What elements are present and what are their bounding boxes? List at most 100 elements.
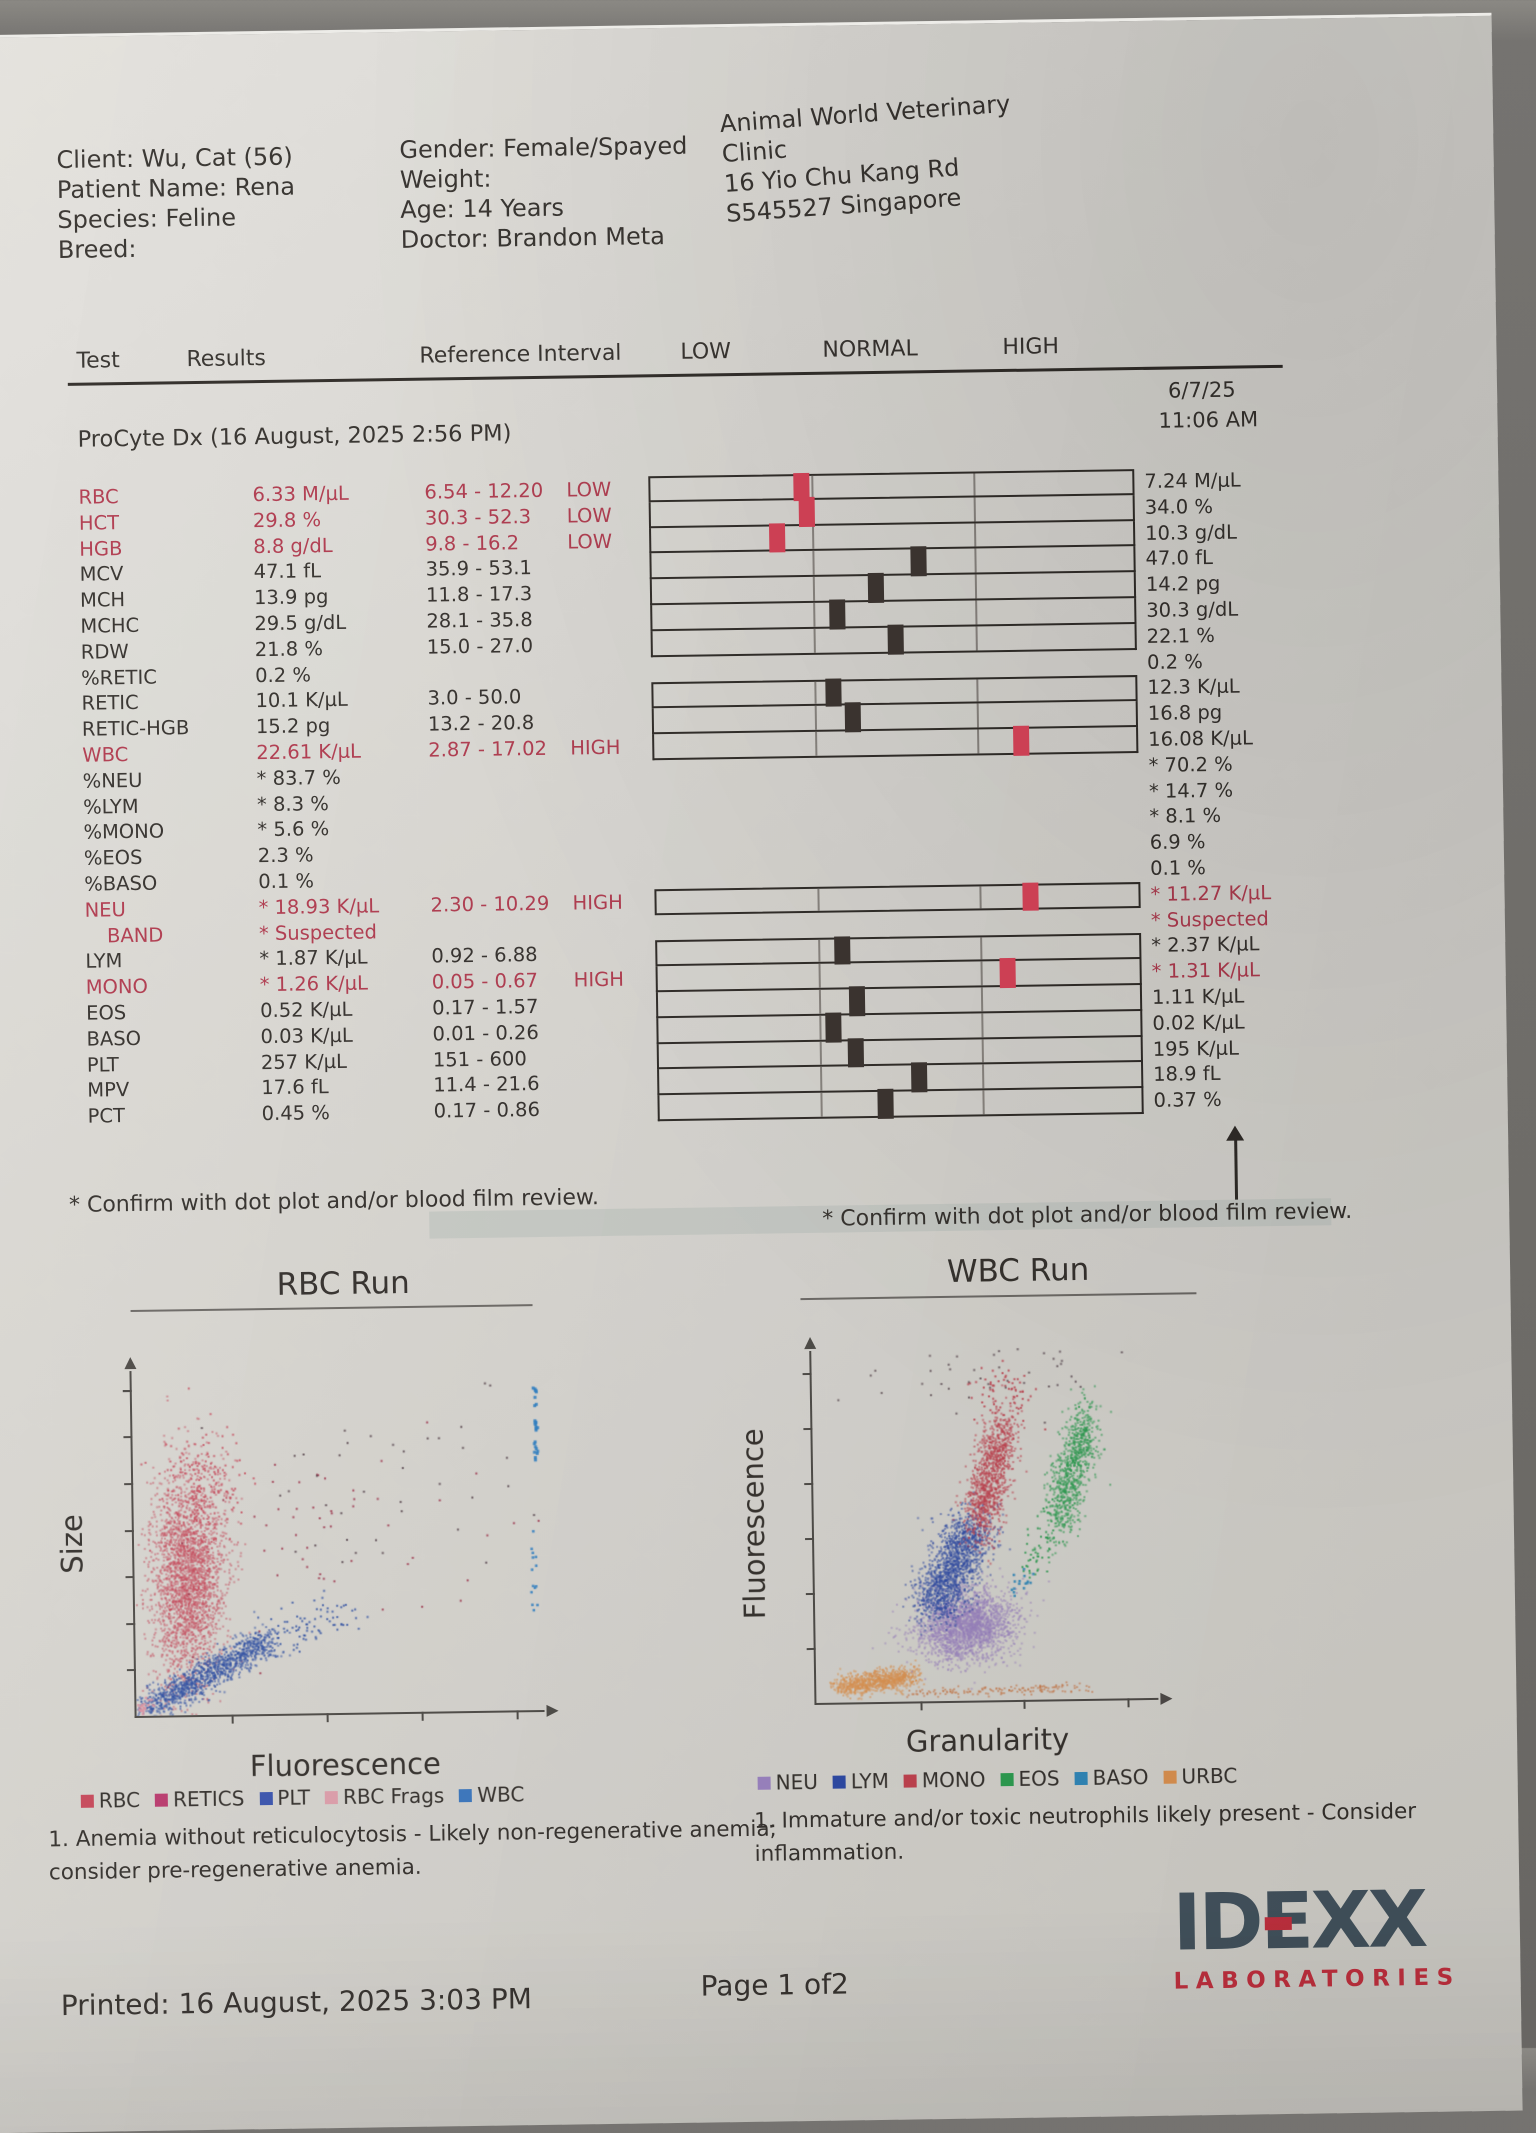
legend-swatch-icon (757, 1776, 771, 1790)
range-divider (973, 497, 976, 522)
test-name: RBC (78, 485, 119, 509)
result-value: * Suspected (258, 919, 378, 945)
test-name: RDW (80, 639, 129, 664)
col-test: Test (76, 348, 120, 374)
result-marker (825, 678, 842, 707)
axis-tick (805, 1592, 815, 1596)
patient-info-line: Client: Wu, Cat (56) (56, 142, 293, 175)
axis-tick (124, 1482, 134, 1486)
report-page: Client: Wu, Cat (56) Patient Name: Rena Sp… (0, 12, 1523, 2133)
result-value: 21.8 % (254, 636, 324, 661)
axis-tick (125, 1576, 135, 1579)
patient-info-line: Age: 14 Years (400, 193, 565, 224)
flag-label: LOW (567, 529, 613, 554)
legend-swatch-icon (903, 1773, 917, 1788)
result-marker (798, 496, 815, 527)
previous-value: * 70.2 % (1148, 752, 1233, 777)
wbc-title-underline (800, 1292, 1197, 1301)
range-divider (815, 731, 818, 756)
reference-interval: 0.17 - 1.57 (431, 994, 539, 1020)
test-name: MPV (87, 1078, 130, 1103)
wbc-legend: NEU LYM MONO EOS BASO URBC (757, 1764, 1237, 1795)
flag-label: HIGH (570, 735, 621, 760)
patient-info-line: Weight: (399, 164, 492, 194)
test-name: HGB (79, 536, 123, 561)
range-divider (975, 626, 978, 651)
previous-value: 14.2 pg (1145, 572, 1221, 597)
range-divider (980, 937, 983, 960)
test-name: %NEU (82, 768, 143, 793)
result-value: 0.52 K/µL (259, 997, 353, 1023)
range-divider (980, 961, 983, 986)
result-value: * 18.93 K/µL (258, 894, 380, 919)
test-name: PCT (87, 1104, 126, 1128)
result-value: 2.3 % (257, 843, 314, 868)
result-marker (1022, 882, 1039, 911)
rbc-comment: 1. Anemia without reticulocytosis - Like… (48, 1813, 777, 1890)
result-value: 47.1 fL (253, 559, 322, 584)
range-divider (819, 1015, 822, 1040)
result-marker (999, 958, 1016, 989)
previous-run-time: 11:06 AM (1158, 407, 1259, 433)
range-divider (974, 548, 977, 573)
test-name: RETIC-HGB (81, 716, 190, 741)
test-name: %MONO (83, 819, 165, 845)
result-marker (833, 936, 851, 965)
range-divider (981, 1013, 984, 1037)
legend-label: BASO (1092, 1765, 1149, 1790)
reference-interval: 0.05 - 0.67 (431, 969, 539, 994)
reference-interval: 9.8 - 16.2 (425, 530, 520, 556)
range-divider (973, 523, 977, 547)
previous-value: * Suspected (1150, 906, 1270, 932)
previous-value: 1.11 K/µL (1151, 984, 1245, 1009)
flag-label: HIGH (573, 967, 625, 992)
result-value: 13.9 pg (253, 585, 329, 610)
legend-item: URBC (1163, 1764, 1237, 1789)
test-name: WBC (82, 743, 129, 767)
axis-tick (123, 1436, 133, 1439)
axis-tick (804, 1482, 814, 1486)
reference-interval: 2.87 - 17.02 (428, 736, 548, 762)
legend-item: PLT (259, 1785, 310, 1810)
x-axis-arrow-icon (546, 1705, 559, 1718)
axis-tick (231, 1714, 234, 1724)
rbc-legend: RBC RETICS PLT RBC Frags WBC (80, 1782, 525, 1813)
page-number: Page 1 of2 (700, 1967, 850, 2003)
axis-tick (805, 1537, 815, 1541)
patient-info-line: Species: Feline (57, 203, 237, 235)
reference-interval: 15.0 - 27.0 (426, 633, 534, 659)
result-marker (769, 522, 786, 553)
axis-tick (126, 1622, 136, 1625)
result-value: 22.61 K/µL (256, 739, 362, 765)
reference-interval: 0.17 - 0.86 (433, 1098, 541, 1123)
reference-interval: 0.01 - 0.26 (432, 1020, 539, 1046)
col-normal: NORMAL (822, 336, 918, 363)
previous-value: * 14.7 % (1148, 778, 1234, 803)
wbc-run-title: WBC Run (946, 1251, 1090, 1290)
previous-value: * 8.1 % (1149, 804, 1222, 829)
range-divider (976, 679, 979, 702)
result-value: 17.6 fL (261, 1075, 329, 1100)
result-marker (825, 1012, 842, 1043)
legend-swatch-icon (259, 1791, 273, 1805)
previous-run-date: 6/7/25 (1167, 377, 1236, 403)
idexx-logo-text: IDEXX (1172, 1874, 1426, 1969)
patient-info-line: Doctor: Brandon Meta (400, 222, 666, 254)
previous-value: 6.9 % (1149, 830, 1206, 855)
result-marker (1012, 725, 1030, 756)
test-name: BAND (106, 923, 164, 947)
range-divider (814, 682, 817, 705)
test-name: %EOS (83, 846, 143, 870)
range-divider (973, 473, 976, 496)
legend-swatch-icon (832, 1775, 846, 1789)
result-value: * 5.6 % (257, 817, 330, 842)
reference-interval: 2.30 - 10.29 (430, 891, 550, 917)
reference-interval: 151 - 600 (432, 1046, 527, 1072)
range-divider (820, 1092, 823, 1117)
result-value: 8.8 g/dL (253, 533, 333, 558)
clinic-address: Animal World Veterinary Clinic 16 Yio Chu … (719, 89, 1018, 229)
printed-timestamp: Printed: 16 August, 2025 3:03 PM (60, 1982, 533, 2023)
axis-tick (1023, 1699, 1026, 1709)
previous-value: 16.08 K/µL (1148, 726, 1254, 751)
